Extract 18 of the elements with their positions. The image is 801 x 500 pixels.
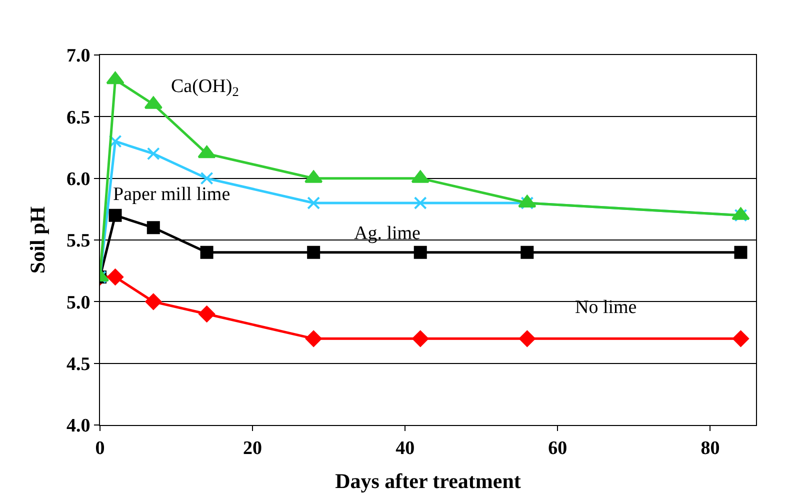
- series-label: Ag. lime: [354, 223, 420, 244]
- y-tick-label: 5.0: [66, 292, 90, 314]
- y-tick-label: 6.0: [66, 168, 90, 190]
- series-label: Ca(OH)$_{2}$: [171, 76, 239, 99]
- y-tick-label: 7.0: [66, 46, 90, 67]
- x-tick-label: 0: [95, 438, 105, 459]
- y-axis-title: Soil pH: [26, 206, 50, 274]
- series-label: Paper mill lime: [113, 184, 230, 205]
- y-tick-label: 4.0: [66, 416, 90, 437]
- y-tick-label: 5.5: [66, 230, 90, 252]
- series-label: No lime: [575, 297, 637, 318]
- x-tick-label: 20: [243, 438, 262, 459]
- y-tick-label: 4.5: [66, 354, 90, 375]
- x-tick-label: 60: [548, 438, 568, 459]
- x-tick-label: 80: [700, 438, 720, 459]
- x-tick-label: 40: [396, 438, 415, 459]
- y-tick-label: 6.5: [66, 107, 90, 128]
- x-axis-title: Days after treatment: [335, 469, 521, 493]
